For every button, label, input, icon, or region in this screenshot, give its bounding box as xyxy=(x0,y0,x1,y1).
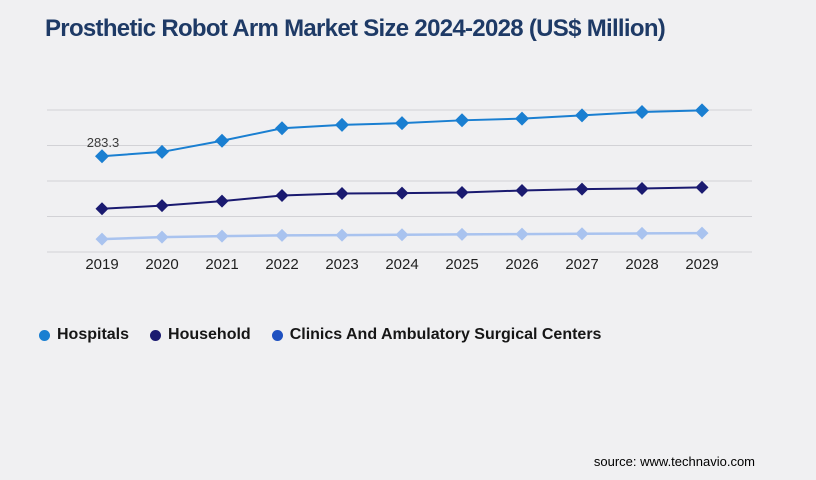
data-point-marker xyxy=(215,229,229,243)
legend-marker-hospitals-icon xyxy=(39,329,50,341)
legend-label-clinics: Clinics And Ambulatory Surgical Centers xyxy=(289,326,602,343)
legend-item-hospitals: Hospitals xyxy=(39,326,129,344)
source-attribution: source: www.technavio.com xyxy=(593,454,755,469)
data-point-marker xyxy=(95,232,109,246)
data-point-marker xyxy=(515,183,529,197)
data-point-marker xyxy=(575,108,589,123)
data-point-marker xyxy=(455,113,469,128)
data-point-marker xyxy=(215,133,229,148)
legend-item-clinics: Clinics And Ambulatory Surgical Centers xyxy=(271,326,602,344)
x-axis-label: 2026 xyxy=(505,256,538,273)
x-axis-label: 2022 xyxy=(265,256,298,273)
data-point-marker xyxy=(695,180,709,194)
data-point-marker xyxy=(275,189,289,203)
legend-label-hospitals: Hospitals xyxy=(57,326,130,343)
data-point-marker xyxy=(395,228,409,242)
x-axis-label: 2021 xyxy=(205,256,238,273)
data-point-marker xyxy=(515,111,529,126)
data-point-marker xyxy=(275,121,289,136)
data-point-marker xyxy=(155,144,169,159)
data-point-marker xyxy=(275,228,289,242)
chart-legend: Hospitals Household Clinics And Ambulato… xyxy=(39,326,601,344)
data-point-marker xyxy=(95,149,109,164)
data-point-marker xyxy=(695,103,709,118)
data-label: 283.3 xyxy=(87,135,120,150)
x-axis-label: 2029 xyxy=(685,256,718,273)
data-point-marker xyxy=(515,227,529,241)
chart-title: Prosthetic Robot Arm Market Size 2024-20… xyxy=(45,15,666,42)
legend-marker-clinics-icon xyxy=(271,329,283,341)
data-point-marker xyxy=(155,230,169,244)
data-point-marker xyxy=(455,227,469,241)
data-point-marker xyxy=(155,199,169,213)
data-point-marker xyxy=(335,187,349,201)
x-axis-label: 2028 xyxy=(625,256,658,273)
data-point-marker xyxy=(395,186,409,200)
x-axis-label: 2027 xyxy=(565,256,598,273)
data-point-marker xyxy=(575,227,589,241)
data-point-marker xyxy=(635,105,649,120)
legend-marker-household-icon xyxy=(150,329,162,341)
data-point-marker xyxy=(395,116,409,131)
data-point-marker xyxy=(335,117,349,132)
x-axis-label: 2023 xyxy=(325,256,358,273)
data-point-marker xyxy=(215,194,229,208)
legend-item-household: Household xyxy=(150,326,251,344)
x-axis-label: 2020 xyxy=(145,256,178,273)
data-point-marker xyxy=(635,181,649,195)
x-axis-label: 2024 xyxy=(385,256,418,273)
data-point-marker xyxy=(635,226,649,240)
line-chart: 2019 2020 2021 2022 2023 2024 2025 2026 2027 2028… xyxy=(47,103,752,273)
x-axis-label: 2025 xyxy=(445,256,478,273)
data-point-marker xyxy=(335,228,349,242)
legend-label-household: Household xyxy=(168,326,251,343)
data-point-marker xyxy=(575,182,589,196)
data-point-marker xyxy=(95,202,109,216)
data-point-marker xyxy=(455,185,469,199)
x-axis-label: 2019 xyxy=(85,256,118,273)
data-point-marker xyxy=(695,226,709,240)
